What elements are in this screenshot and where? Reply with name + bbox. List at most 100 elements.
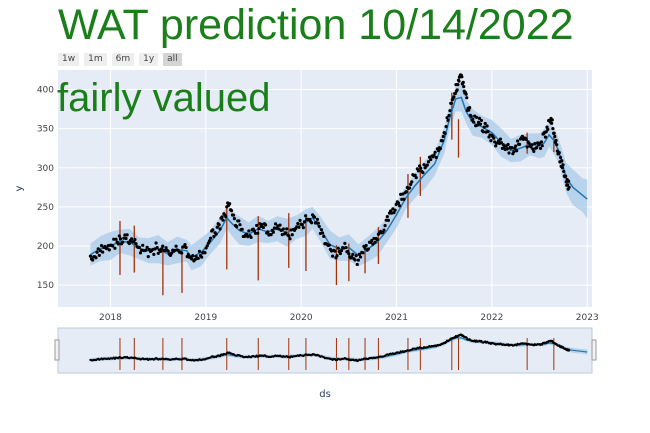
actual-point (317, 224, 321, 229)
actual-point (160, 247, 164, 251)
actual-point (383, 224, 387, 228)
range-button-1y[interactable]: 1y (139, 53, 159, 66)
actual-point (281, 227, 285, 231)
range-button-all[interactable]: all (163, 53, 182, 66)
actual-point (552, 131, 556, 135)
actual-point (561, 163, 565, 167)
x-tick-label: 2023 (576, 313, 599, 323)
y-tick-label: 200 (37, 242, 54, 252)
actual-point (312, 215, 317, 219)
actual-point (457, 79, 461, 83)
actual-point (475, 115, 479, 119)
actual-point (446, 118, 450, 122)
y-tick-label: 350 (37, 125, 54, 135)
actual-point (471, 117, 475, 121)
actual-point (354, 254, 358, 258)
actual-point (550, 121, 554, 125)
x-tick-label: 2021 (385, 313, 408, 323)
x-tick-label: 2019 (194, 313, 217, 323)
actual-point (224, 215, 228, 219)
actual-point (429, 157, 433, 162)
actual-point (217, 223, 221, 227)
main-plot[interactable] (58, 70, 592, 307)
actual-point (237, 219, 241, 223)
actual-point (214, 232, 218, 236)
actual-point (544, 130, 548, 134)
actual-point (335, 254, 339, 258)
actual-point (426, 160, 431, 164)
actual-point (517, 142, 522, 146)
actual-point (416, 169, 421, 173)
range-slider-background (57, 327, 593, 374)
y-axis-label: y (14, 185, 25, 191)
actual-point (482, 125, 486, 129)
actual-point (567, 179, 571, 183)
actual-point (240, 227, 244, 231)
actual-point (144, 248, 148, 252)
actual-point (560, 166, 565, 170)
actual-point (372, 236, 376, 241)
actual-point (527, 141, 531, 145)
actual-point (382, 228, 386, 232)
actual-point (465, 336, 468, 339)
actual-point (355, 262, 359, 267)
actual-point (410, 180, 414, 184)
y-tick-label: 150 (37, 281, 54, 291)
actual-point (229, 209, 234, 213)
actual-point (247, 229, 251, 233)
actual-point (200, 255, 204, 259)
actual-point (543, 135, 548, 139)
x-axis-ticks: 2018 2019 2020 2021 2022 2023 (99, 313, 599, 323)
actual-point (249, 235, 253, 240)
actual-point (359, 255, 363, 259)
actual-point (443, 131, 447, 136)
actual-point (386, 218, 391, 222)
range-slider[interactable] (54, 327, 597, 374)
range-slider-right-handle[interactable] (591, 339, 597, 361)
actual-point (479, 118, 483, 123)
actual-point (290, 233, 294, 237)
actual-point (283, 231, 288, 235)
range-slider-left-handle[interactable] (54, 339, 60, 361)
actual-point (414, 176, 418, 180)
actual-point (462, 85, 466, 89)
actual-point (97, 253, 101, 257)
x-tick-label: 2020 (290, 313, 313, 323)
plot-background (58, 70, 592, 307)
actual-point (263, 223, 268, 227)
actual-point (245, 232, 249, 236)
actual-point (304, 214, 308, 218)
actual-point (460, 75, 464, 79)
actual-point (524, 137, 528, 142)
actual-point (398, 351, 401, 355)
actual-point (186, 252, 190, 257)
actual-point (456, 82, 460, 87)
actual-point (538, 146, 543, 151)
actual-point (375, 238, 379, 242)
actual-point (419, 166, 423, 170)
actual-point (560, 159, 564, 163)
actual-point (255, 223, 259, 228)
actual-point (96, 247, 100, 251)
actual-point (152, 252, 156, 256)
actual-point (350, 255, 354, 259)
actual-point (477, 116, 482, 120)
range-slider-points (89, 333, 571, 363)
actual-point (114, 237, 118, 241)
y-tick-label: 400 (37, 86, 54, 96)
actual-point (287, 234, 291, 238)
range-button-1m[interactable]: 1m (84, 53, 107, 66)
actual-point (271, 230, 275, 234)
actual-point (296, 221, 300, 226)
range-button-6m[interactable]: 6m (111, 53, 135, 66)
chart-title: WAT prediction 10/14/2022 (58, 1, 574, 49)
actual-point (137, 245, 141, 249)
actual-point (208, 236, 213, 240)
actual-point (535, 145, 539, 150)
actual-points (88, 73, 571, 267)
range-button-1w[interactable]: 1w (58, 53, 80, 66)
actual-point (461, 80, 465, 84)
actual-point (141, 243, 145, 247)
actual-point (155, 245, 159, 250)
